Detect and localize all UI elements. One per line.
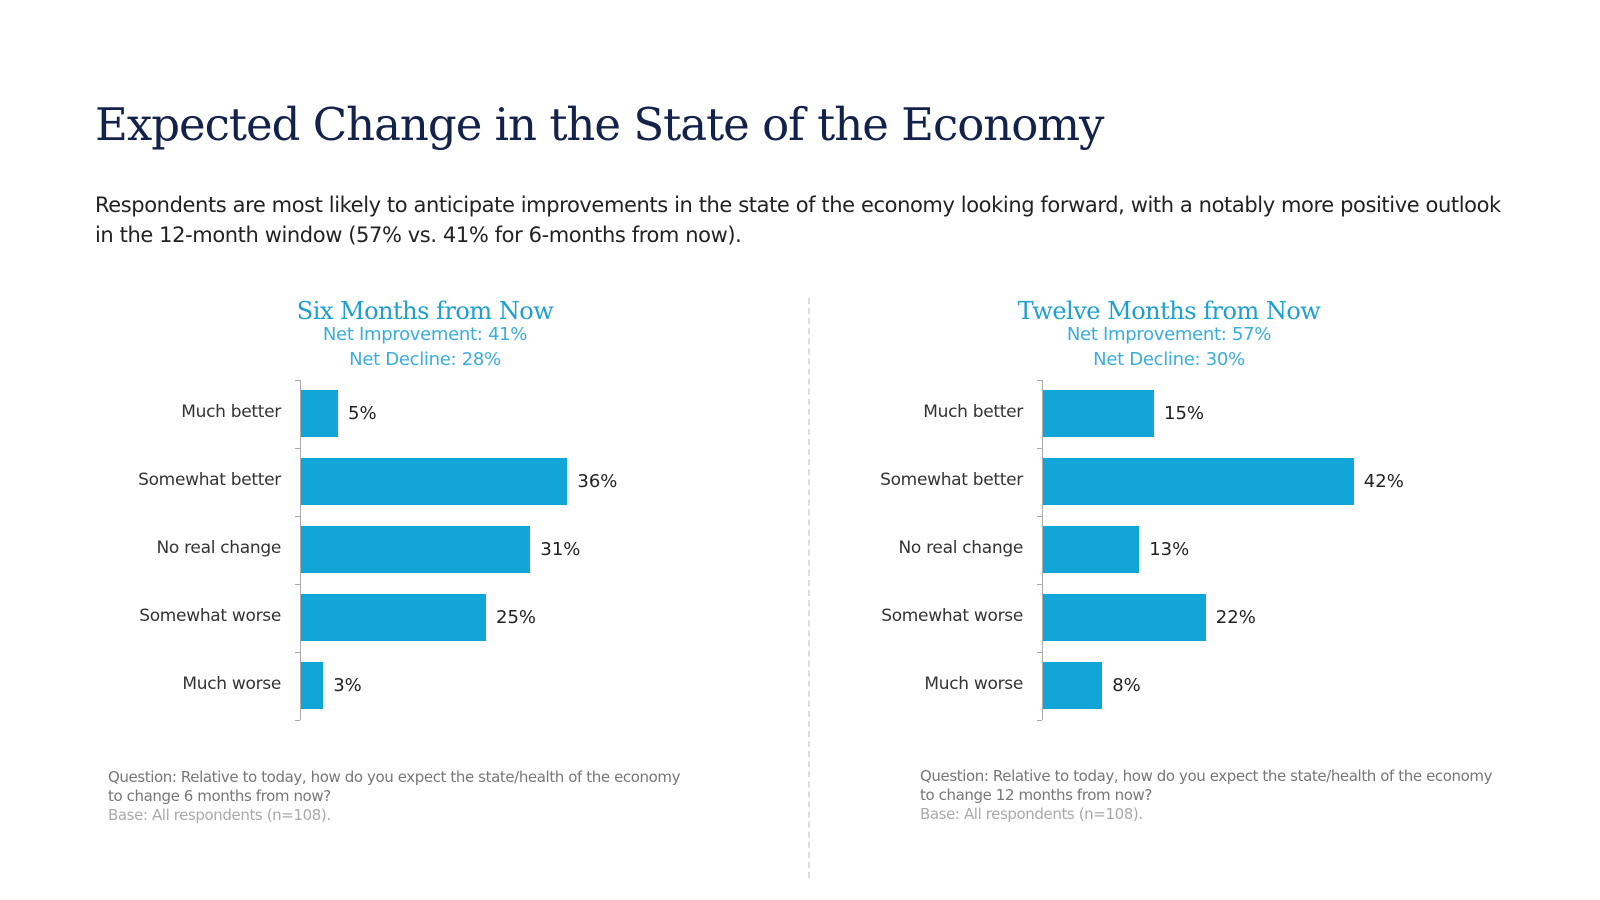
category-label: No real change [156, 538, 281, 558]
net-improvement: Net Improvement: 57% [1066, 324, 1272, 345]
axis-tick [295, 380, 300, 381]
net-decline: Net Decline: 30% [1093, 349, 1245, 370]
y-axis [1042, 380, 1043, 720]
data-label: 15% [1164, 403, 1205, 424]
chart-footnote: Question: Relative to today, how do you … [108, 768, 688, 825]
net-decline: Net Decline: 28% [349, 349, 501, 370]
category-label: Somewhat better [138, 470, 281, 490]
axis-tick [1037, 652, 1042, 653]
data-label: 8% [1112, 675, 1141, 696]
category-label: Somewhat worse [139, 606, 281, 626]
data-label: 36% [577, 471, 618, 492]
page-title: Expected Change in the State of the Econ… [95, 98, 1104, 151]
bar [1043, 662, 1103, 709]
data-label: 13% [1149, 539, 1190, 560]
question-text: Question: Relative to today, how do you … [108, 768, 681, 805]
category-label: Much better [923, 402, 1023, 422]
chart-twelve-months: Twelve Months from Now Net Improvement: … [744, 0, 1544, 900]
data-label: 31% [540, 539, 581, 560]
bar [1043, 390, 1154, 437]
axis-tick [1037, 584, 1042, 585]
bar [301, 390, 338, 437]
base-text: Base: All respondents (n=108). [920, 805, 1143, 823]
data-label: 5% [348, 403, 377, 424]
net-improvement: Net Improvement: 41% [322, 324, 528, 345]
axis-tick [295, 448, 300, 449]
bar [1043, 526, 1140, 573]
bar [301, 526, 531, 573]
category-label: Somewhat worse [881, 606, 1023, 626]
category-label: Much worse [182, 674, 281, 694]
base-text: Base: All respondents (n=108). [108, 806, 331, 824]
bar [301, 458, 568, 505]
chart-title: Twelve Months from Now [1017, 297, 1321, 325]
axis-tick [295, 720, 300, 721]
question-text: Question: Relative to today, how do you … [920, 767, 1493, 804]
chart-six-months: Six Months from Now Net Improvement: 41%… [108, 297, 688, 825]
panel-divider [808, 298, 810, 878]
chart-title: Six Months from Now [296, 297, 554, 325]
axis-tick [295, 584, 300, 585]
bar [1043, 458, 1354, 505]
axis-tick [1037, 516, 1042, 517]
data-label: 3% [333, 675, 362, 696]
axis-tick [1037, 720, 1042, 721]
page-subtitle: Respondents are most likely to anticipat… [95, 193, 1501, 247]
bar [301, 662, 324, 709]
data-label: 25% [496, 607, 537, 628]
y-axis [300, 380, 301, 720]
axis-tick [295, 516, 300, 517]
data-label: 22% [1215, 607, 1256, 628]
bar [301, 594, 486, 641]
category-label: No real change [898, 538, 1023, 558]
axis-tick [295, 652, 300, 653]
chart-footnote: Question: Relative to today, how do you … [920, 767, 1500, 824]
data-label: 42% [1363, 471, 1404, 492]
category-label: Much better [181, 402, 281, 422]
axis-tick [1037, 448, 1042, 449]
category-label: Somewhat better [880, 470, 1023, 490]
category-label: Much worse [924, 674, 1023, 694]
bar [1043, 594, 1206, 641]
axis-tick [1037, 380, 1042, 381]
